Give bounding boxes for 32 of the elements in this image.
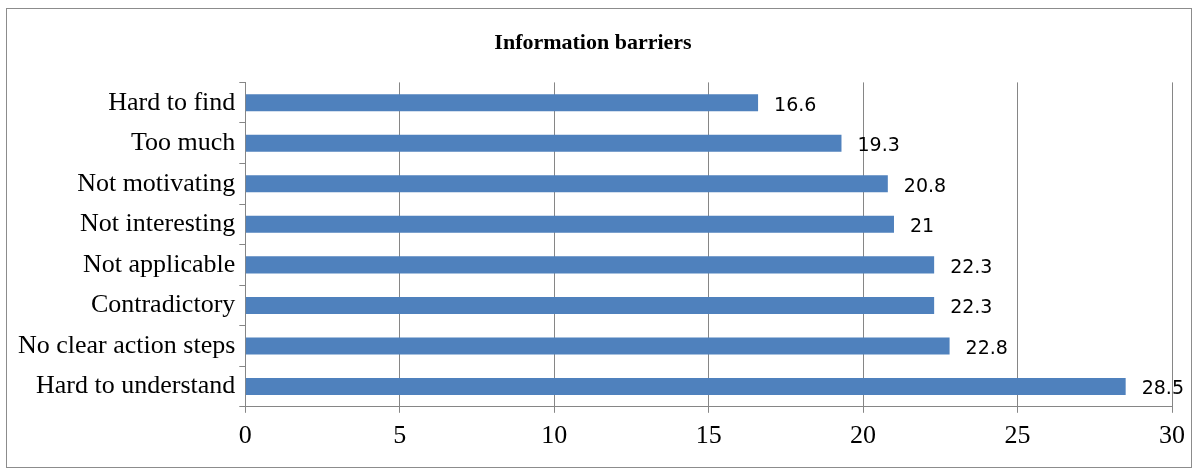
y-tick-label: Not applicable bbox=[82, 248, 236, 278]
data-label: 22.8 bbox=[965, 335, 1008, 358]
y-tick-label: Hard to understand bbox=[36, 370, 236, 400]
x-tick-label: 10 bbox=[541, 420, 568, 450]
y-tick-label: Hard to find bbox=[108, 86, 236, 116]
data-label: 22.3 bbox=[950, 295, 993, 318]
bar bbox=[245, 134, 842, 152]
x-tick-label: 25 bbox=[1004, 420, 1031, 450]
bar bbox=[245, 215, 894, 233]
x-tick-label: 30 bbox=[1159, 420, 1185, 450]
bar bbox=[245, 296, 935, 314]
bar bbox=[245, 256, 935, 274]
data-label: 19.3 bbox=[857, 133, 900, 156]
bar bbox=[245, 378, 1126, 396]
bar bbox=[245, 94, 759, 112]
x-tick-label: 5 bbox=[393, 420, 407, 450]
data-label: 16.6 bbox=[774, 92, 817, 115]
x-tick-label: 0 bbox=[238, 420, 252, 450]
data-label: 21 bbox=[909, 214, 935, 237]
bar bbox=[245, 175, 888, 193]
chart-title: Information barriers bbox=[494, 28, 693, 54]
y-tick-label: Contradictory bbox=[90, 289, 236, 319]
bar bbox=[245, 337, 950, 355]
x-tick-label: 20 bbox=[850, 420, 877, 450]
y-tick-label: Not motivating bbox=[77, 167, 236, 197]
x-tick-label: 15 bbox=[695, 420, 722, 450]
data-label: 22.3 bbox=[950, 254, 993, 277]
data-label: 20.8 bbox=[903, 173, 947, 196]
data-label: 28.5 bbox=[1141, 376, 1184, 399]
y-tick-label: No clear action steps bbox=[17, 329, 236, 359]
y-tick-label: Not interesting bbox=[80, 208, 236, 238]
y-tick-label: Too much bbox=[130, 127, 236, 157]
